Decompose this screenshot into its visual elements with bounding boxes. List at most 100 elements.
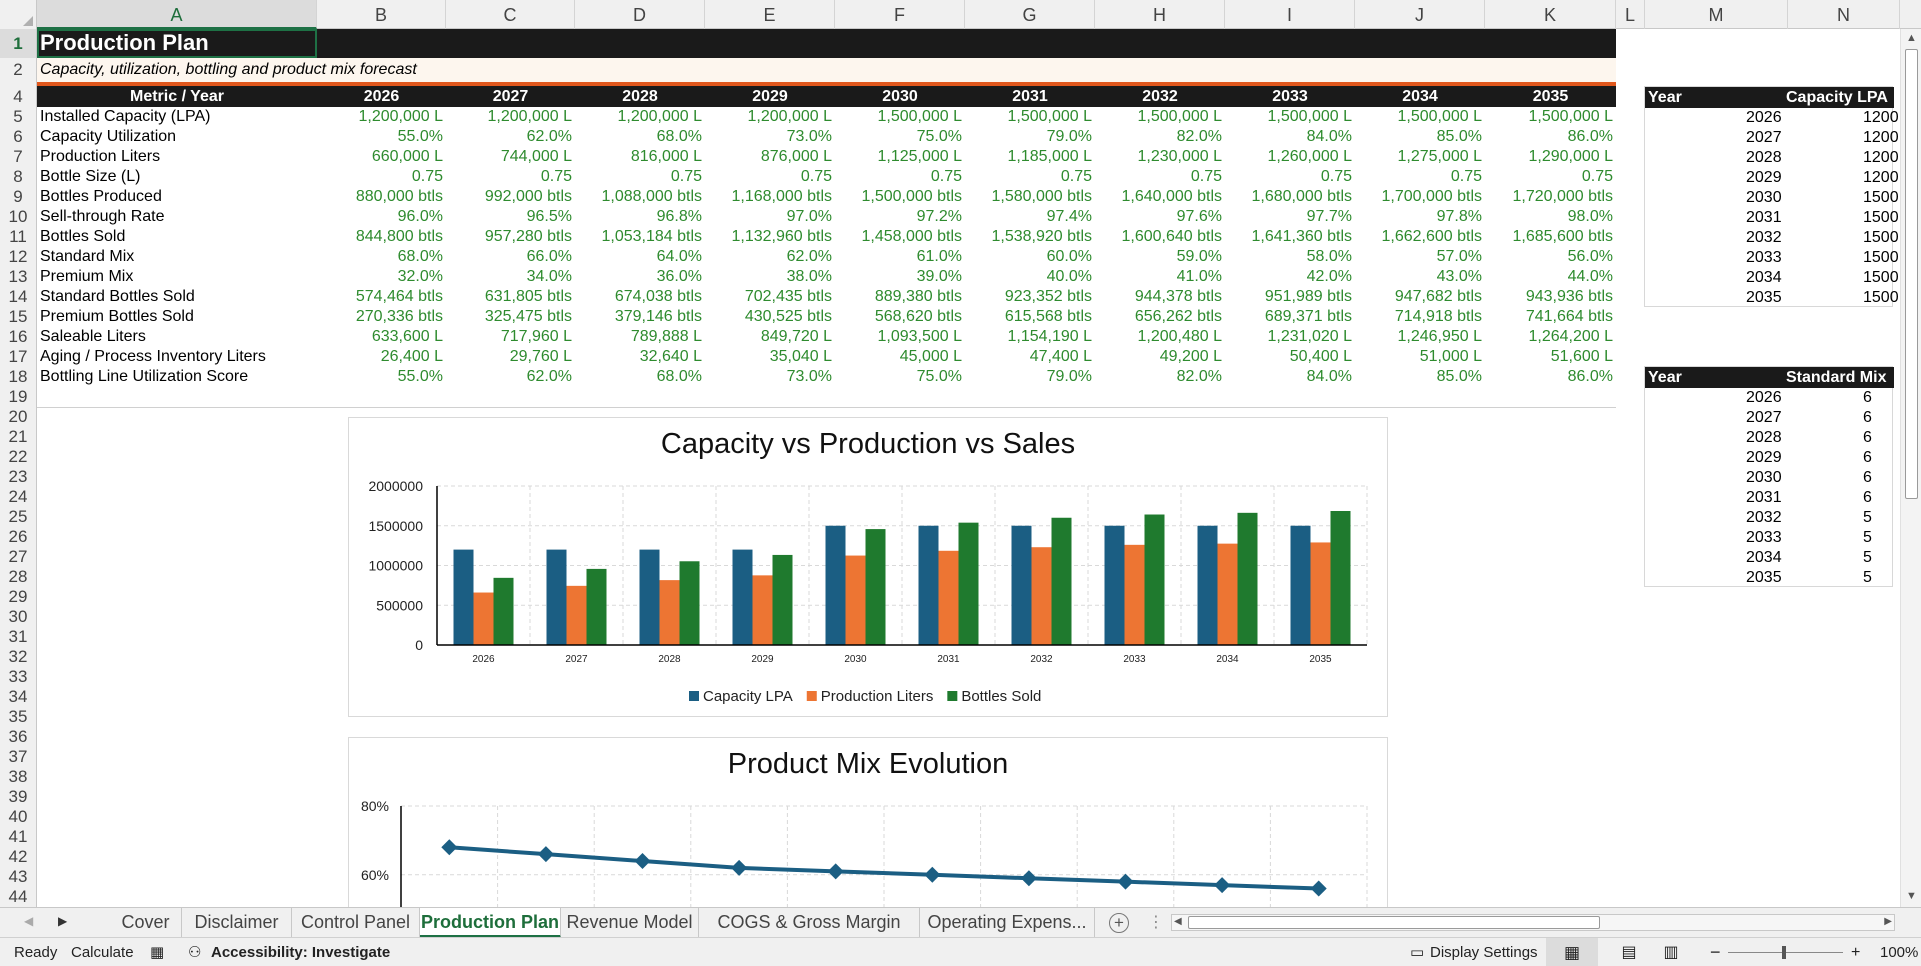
bar-production-liters[interactable]: [752, 575, 773, 645]
tab-operating-expens[interactable]: Operating Expens...: [920, 908, 1095, 937]
zoom-slider-thumb[interactable]: [1782, 946, 1786, 959]
bar-capacity-lpa[interactable]: [639, 549, 660, 645]
table-cell[interactable]: 43.0%: [1436, 268, 1482, 285]
table-cell[interactable]: 82.0%: [1176, 128, 1222, 145]
table-cell[interactable]: 0.75: [800, 168, 832, 185]
bar-production-liters[interactable]: [1217, 543, 1238, 645]
bar-bottles-sold[interactable]: [1144, 514, 1165, 645]
tab-control-panel[interactable]: Control Panel: [292, 908, 420, 937]
row-label[interactable]: Bottle Size (L): [40, 168, 141, 185]
table-cell[interactable]: 1,700,000 btls: [1381, 188, 1482, 205]
table-cell[interactable]: 1,200,000 L: [358, 108, 443, 125]
table-cell[interactable]: 1,200,000 L: [487, 108, 572, 125]
column-header-n[interactable]: N: [1788, 0, 1900, 29]
bar-bottles-sold[interactable]: [1051, 517, 1072, 645]
column-header-k[interactable]: K: [1485, 0, 1616, 29]
row-header-17[interactable]: 17: [8, 347, 28, 366]
horizontal-scrollbar[interactable]: ◀ ▶: [1171, 914, 1895, 931]
column-header-a[interactable]: A: [37, 0, 317, 29]
row-label[interactable]: Capacity Utilization: [40, 128, 177, 145]
row-label[interactable]: Standard Mix: [40, 248, 135, 265]
table-cell[interactable]: 1,600,640 btls: [1121, 228, 1222, 245]
table-cell[interactable]: 1,685,600 btls: [1512, 228, 1613, 245]
active-cell-a1[interactable]: [37, 29, 317, 58]
bar-bottles-sold[interactable]: [493, 577, 514, 645]
zoom-level[interactable]: 100%: [1880, 944, 1919, 961]
table-cell[interactable]: 26,400 L: [380, 348, 443, 365]
table-cell[interactable]: 1,088,000 btls: [601, 188, 702, 205]
row-label[interactable]: Aging / Process Inventory Liters: [40, 348, 266, 365]
table-cell[interactable]: 0.75: [411, 168, 443, 185]
table-cell[interactable]: 97.0%: [786, 208, 832, 225]
point-marker[interactable]: [1020, 870, 1037, 887]
side-value[interactable]: 5: [1863, 549, 1872, 566]
bar-capacity-lpa[interactable]: [1104, 525, 1125, 645]
table-cell[interactable]: 39.0%: [916, 268, 962, 285]
table-cell[interactable]: 717,960 L: [500, 328, 572, 345]
bar-capacity-lpa[interactable]: [825, 525, 846, 645]
row-header-8[interactable]: 8: [13, 167, 23, 186]
bar-capacity-lpa[interactable]: [1290, 525, 1311, 645]
side-value[interactable]: 1500: [1863, 229, 1899, 246]
page-break-icon[interactable]: ▥: [1663, 944, 1679, 961]
table-cell[interactable]: 0.75: [1581, 168, 1613, 185]
table-cell[interactable]: 1,640,000 btls: [1121, 188, 1222, 205]
row-header-28[interactable]: 28: [8, 567, 28, 586]
table-cell[interactable]: 32,640 L: [639, 348, 702, 365]
bar-production-liters[interactable]: [1124, 544, 1145, 645]
table-cell[interactable]: 64.0%: [656, 248, 702, 265]
row-label[interactable]: Production Liters: [40, 148, 161, 165]
table-cell[interactable]: 1,641,360 btls: [1251, 228, 1352, 245]
column-header-f[interactable]: F: [835, 0, 965, 29]
table-cell[interactable]: 96.0%: [397, 208, 443, 225]
add-sheet-icon[interactable]: +: [1109, 913, 1129, 933]
tab-split-handle-icon[interactable]: ⋮: [1148, 914, 1164, 931]
bar-production-liters[interactable]: [566, 585, 587, 645]
table-cell[interactable]: 1,275,000 L: [1397, 148, 1482, 165]
row-header-42[interactable]: 42: [8, 847, 28, 866]
table-cell[interactable]: 957,280 btls: [484, 228, 572, 245]
row-label[interactable]: Premium Bottles Sold: [40, 308, 194, 325]
bar-capacity-lpa[interactable]: [546, 549, 567, 645]
table-cell[interactable]: 62.0%: [786, 248, 832, 265]
table-cell[interactable]: 923,352 btls: [1004, 288, 1092, 305]
accessibility-status[interactable]: Accessibility: Investigate: [211, 944, 391, 961]
row-header-4[interactable]: 4: [13, 87, 23, 106]
bar-capacity-lpa[interactable]: [453, 549, 474, 645]
bar-bottles-sold[interactable]: [772, 554, 793, 645]
table-cell[interactable]: 35,040 L: [769, 348, 832, 365]
table-cell[interactable]: 68.0%: [656, 368, 702, 385]
table-cell[interactable]: 816,000 L: [630, 148, 702, 165]
bar-bottles-sold[interactable]: [1237, 512, 1258, 645]
table-cell[interactable]: 66.0%: [526, 248, 572, 265]
row-header-41[interactable]: 41: [8, 827, 28, 846]
table-cell[interactable]: 741,664 btls: [1525, 308, 1613, 325]
table-cell[interactable]: 1,538,920 btls: [991, 228, 1092, 245]
table-cell[interactable]: 1,185,000 L: [1007, 148, 1092, 165]
table-cell[interactable]: 876,000 L: [760, 148, 832, 165]
table-cell[interactable]: 1,053,184 btls: [601, 228, 702, 245]
side-value[interactable]: 6: [1863, 469, 1872, 486]
row-label[interactable]: Bottles Sold: [40, 228, 126, 245]
side-value[interactable]: 1500: [1863, 269, 1899, 286]
bar-bottles-sold[interactable]: [865, 529, 886, 645]
table-cell[interactable]: 29,760 L: [509, 348, 572, 365]
point-marker[interactable]: [634, 853, 651, 870]
row-header-2[interactable]: 2: [13, 60, 23, 79]
table-cell[interactable]: 1,260,000 L: [1267, 148, 1352, 165]
status-calculate[interactable]: Calculate: [71, 944, 134, 961]
row-header-11[interactable]: 11: [9, 227, 27, 246]
table-cell[interactable]: 84.0%: [1306, 128, 1352, 145]
point-marker[interactable]: [1310, 880, 1327, 897]
table-cell[interactable]: 47,400 L: [1029, 348, 1092, 365]
table-cell[interactable]: 51,600 L: [1550, 348, 1613, 365]
table-cell[interactable]: 79.0%: [1046, 368, 1092, 385]
table-cell[interactable]: 0.75: [1060, 168, 1092, 185]
table-cell[interactable]: 1,458,000 btls: [861, 228, 962, 245]
table-cell[interactable]: 97.2%: [916, 208, 962, 225]
side-value[interactable]: 1200: [1863, 109, 1899, 126]
table-cell[interactable]: 73.0%: [786, 368, 832, 385]
table-cell[interactable]: 0.75: [1190, 168, 1222, 185]
table-cell[interactable]: 85.0%: [1436, 128, 1482, 145]
row-header-31[interactable]: 31: [8, 627, 28, 646]
